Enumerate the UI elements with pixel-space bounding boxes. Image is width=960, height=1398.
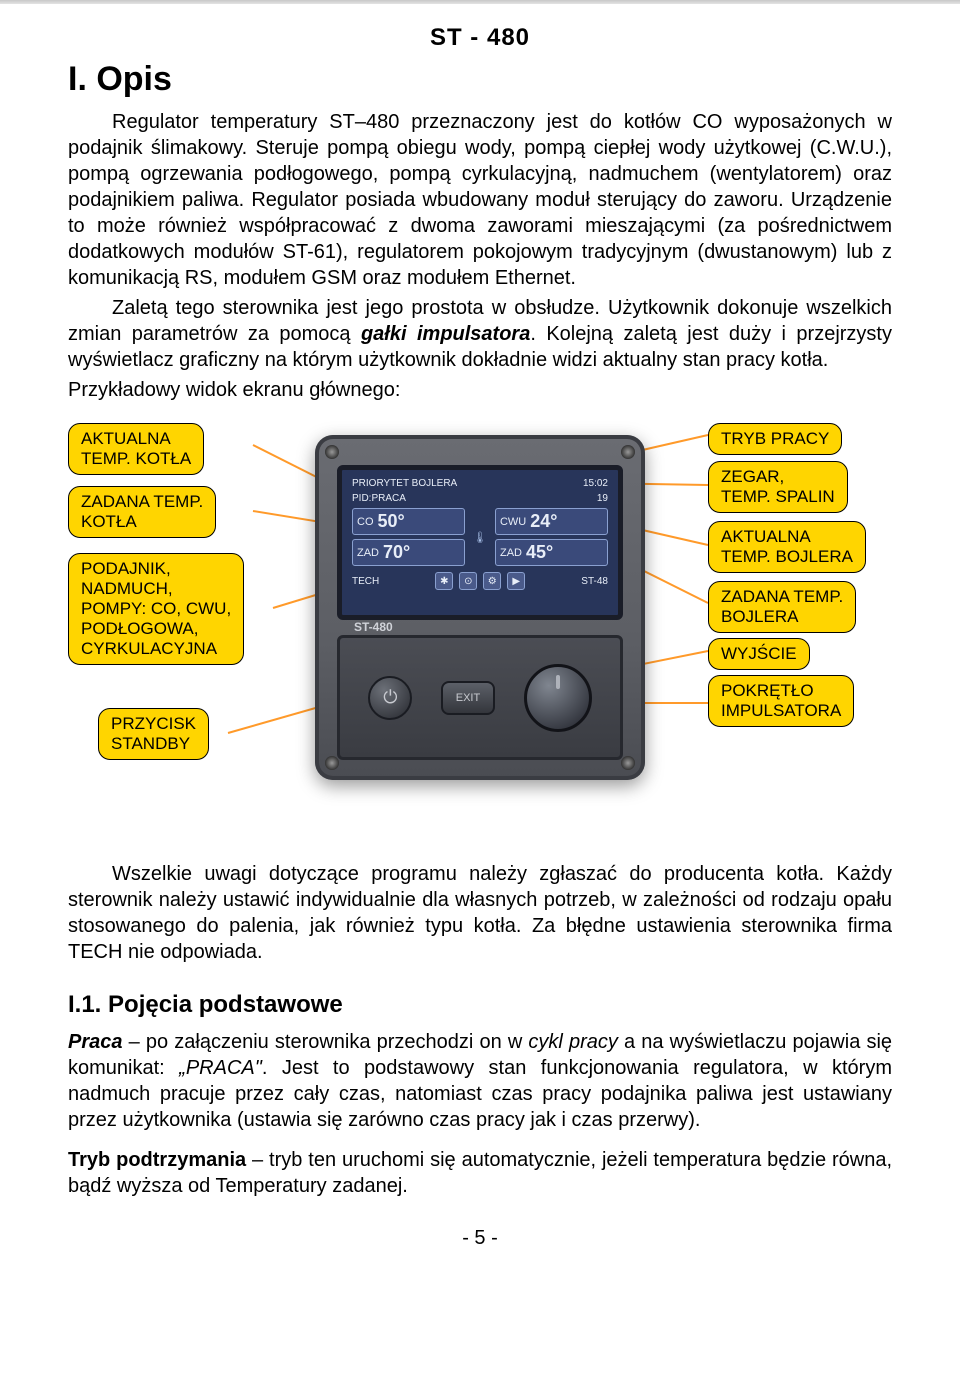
device-diagram: AKTUALNATEMP. KOTŁA ZADANA TEMP.KOTŁA PO… <box>68 413 892 843</box>
screw-icon <box>621 756 635 770</box>
callout-zegar-spalin: ZEGAR,TEMP. SPALIN <box>708 461 848 513</box>
co-value: 50° <box>378 511 405 532</box>
page-content: ST - 480 I. Opis Regulator temperatury S… <box>0 6 960 1280</box>
section-heading-pojecia: I.1. Pojęcia podstawowe <box>68 991 892 1019</box>
cwu-value: 24° <box>530 511 557 532</box>
page-number: - 5 - <box>68 1227 892 1250</box>
st-label-screen: ST-48 <box>581 576 608 587</box>
callout-zadana-temp-bojlera: ZADANA TEMP.BOJLERA <box>708 581 856 633</box>
para-2: Zaletą tego sterownika jest jego prostot… <box>68 295 892 373</box>
device-body: PRIORYTET BOJLERA 15:02 PID:PRACA 19 CO … <box>315 435 645 780</box>
fan-icon: ✱ <box>435 572 453 590</box>
screen-zad1-cell: ZAD 70° <box>352 539 465 566</box>
callout-podajnik-pompy: PODAJNIK,NADMUCH,POMPY: CO, CWU,PODŁOGOW… <box>68 553 244 665</box>
zad2-value: 45° <box>526 542 553 563</box>
callout-aktualna-temp-bojlera: AKTUALNATEMP. BOJLERA <box>708 521 866 573</box>
praca-quote: „PRACA" <box>179 1057 262 1079</box>
para-3: Przykładowy widok ekranu głównego: <box>68 377 892 403</box>
screw-icon <box>621 445 635 459</box>
zad1-label: ZAD <box>357 547 379 559</box>
para-tryb: Tryb podtrzymania – tryb ten uruchomi si… <box>68 1147 892 1199</box>
status-icon-row: ✱ ⊙ ⚙ ▶ <box>435 572 525 590</box>
screen-clock: 15:02 <box>583 478 608 489</box>
standby-button[interactable]: ⏻ <box>368 676 412 720</box>
tryb-lead: Tryb podtrzymania <box>68 1149 246 1171</box>
callout-przycisk-standby: PRZYCISKSTANDBY <box>98 708 209 760</box>
screw-icon <box>325 756 339 770</box>
para-4: Wszelkie uwagi dotyczące programu należy… <box>68 861 892 965</box>
device-screen: PRIORYTET BOJLERA 15:02 PID:PRACA 19 CO … <box>337 465 623 620</box>
screen-co-cell: CO 50° <box>352 508 465 535</box>
model-title: ST - 480 <box>68 24 892 52</box>
co-label: CO <box>357 516 374 528</box>
callout-zadana-temp-kotla: ZADANA TEMP.KOTŁA <box>68 486 216 538</box>
thermometer-icon: 🌡 <box>473 508 487 566</box>
exit-button[interactable]: EXIT <box>441 681 495 715</box>
screen-pid: PID:PRACA <box>352 493 406 504</box>
screw-icon <box>325 445 339 459</box>
section-heading-opis: I. Opis <box>68 60 892 99</box>
impulsator-dial[interactable] <box>524 664 592 732</box>
screen-cwu-cell: CWU 24° <box>495 508 608 535</box>
screen-day: 19 <box>597 493 608 504</box>
para-praca: Praca – po załączeniu sterownika przecho… <box>68 1029 892 1133</box>
callout-wyjscie: WYJŚCIE <box>708 638 810 670</box>
praca-lead: Praca <box>68 1031 123 1053</box>
panel-model-label: ST-480 <box>354 620 393 634</box>
callout-aktualna-temp-kotla: AKTUALNATEMP. KOTŁA <box>68 423 204 475</box>
zad1-value: 70° <box>383 542 410 563</box>
tech-label: TECH <box>352 576 379 587</box>
callout-tryb-pracy: TRYB PRACY <box>708 423 842 455</box>
screen-priority: PRIORYTET BOJLERA <box>352 478 457 489</box>
zad2-label: ZAD <box>500 547 522 559</box>
header-rule <box>0 0 960 4</box>
para-1: Regulator temperatury ST–480 przeznaczon… <box>68 109 892 291</box>
cwu-label: CWU <box>500 516 526 528</box>
callout-pokretlo-impulsatora: POKRĘTŁOIMPULSATORA <box>708 675 854 727</box>
device-lower-panel: ST-480 ⏻ EXIT <box>337 635 623 760</box>
praca-cykl: cykl pracy <box>528 1031 617 1053</box>
praca-mid: – po załączeniu sterownika przechodzi on… <box>123 1031 529 1053</box>
screen-zad2-cell: ZAD 45° <box>495 539 608 566</box>
para-2b: gałki impulsatora <box>361 323 530 345</box>
play-icon: ▶ <box>507 572 525 590</box>
pump-icon: ⊙ <box>459 572 477 590</box>
gear-icon: ⚙ <box>483 572 501 590</box>
